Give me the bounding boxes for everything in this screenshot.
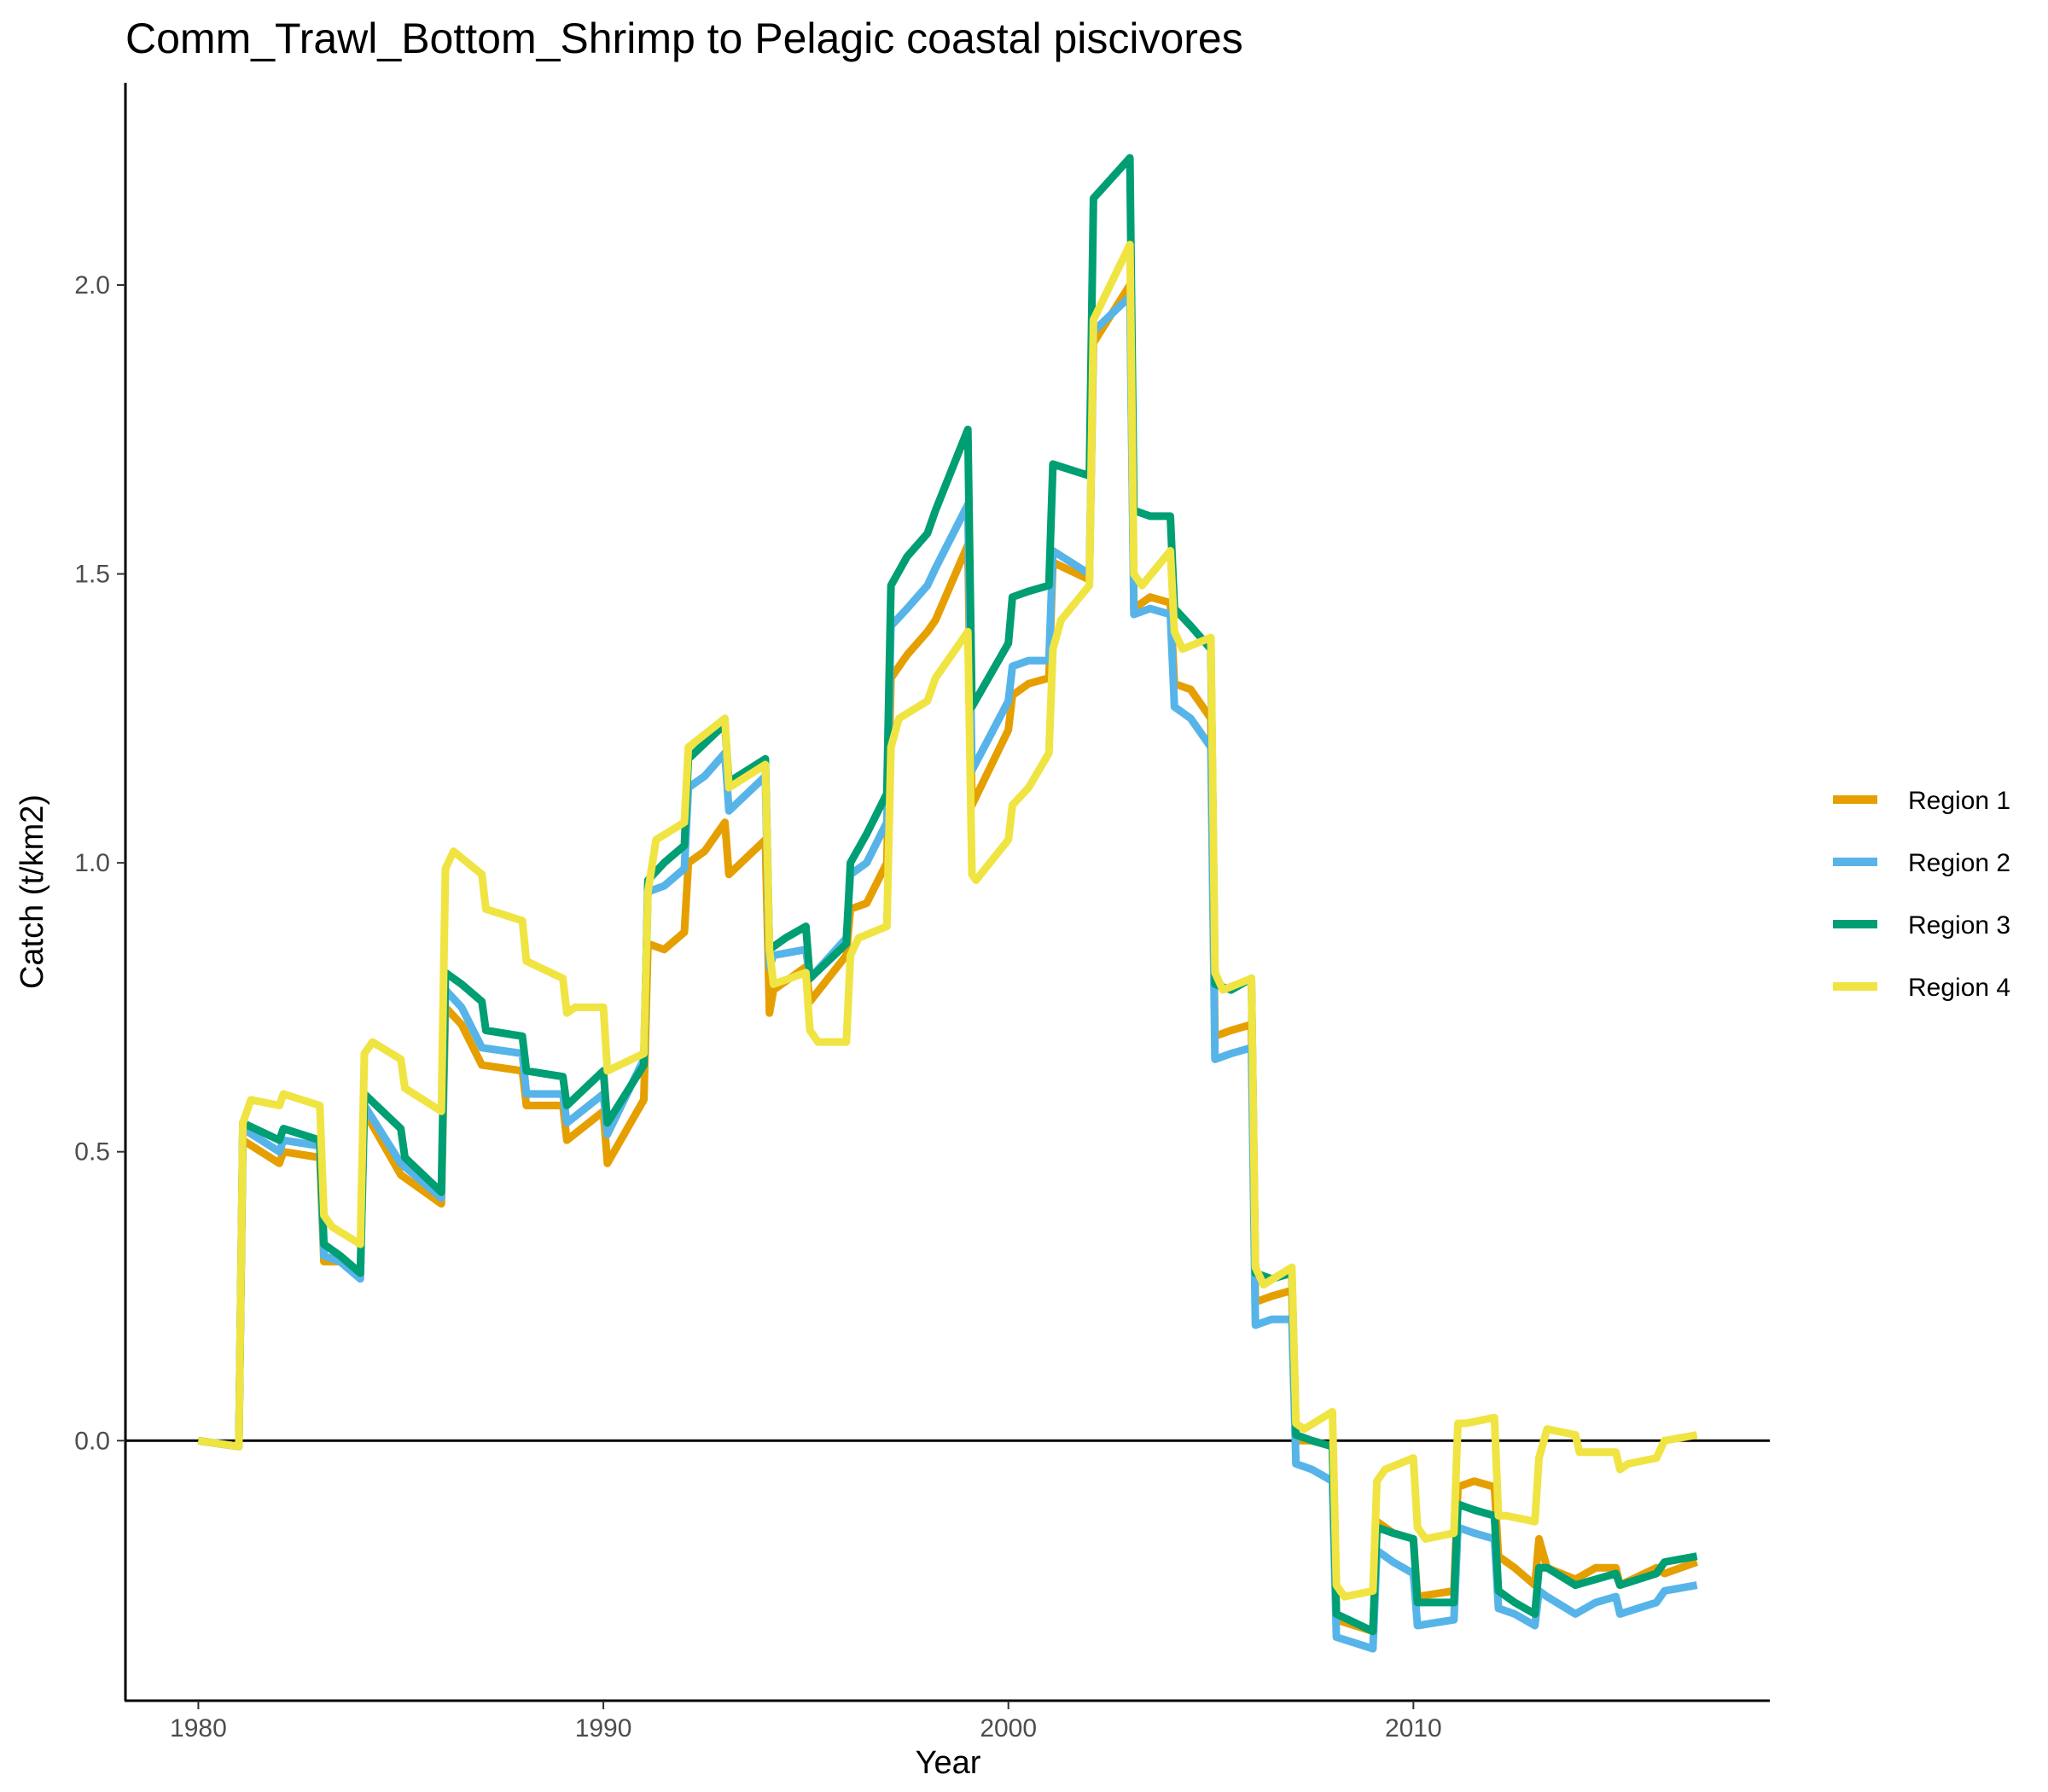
y-tick-label: 0.5 [74, 1138, 110, 1167]
legend-label-region-1: Region 1 [1908, 787, 2010, 815]
x-tick-label: 1990 [575, 1714, 632, 1743]
series-line-region-2 [197, 293, 1698, 1653]
x-tick-label: 1980 [170, 1714, 227, 1743]
y-axis-ticks: 0.0 0.5 1.0 1.5 2.0 [74, 271, 125, 1455]
x-axis-title: Year [916, 1745, 981, 1781]
legend-label-region-2: Region 2 [1908, 849, 2010, 877]
y-tick-label: 2.0 [74, 271, 110, 300]
legend-label-region-4: Region 4 [1908, 974, 2010, 1002]
x-axis-ticks: 1980 1990 2000 2010 [170, 1701, 1442, 1743]
series-line-region-4 [197, 241, 1698, 1601]
legend-label-region-3: Region 3 [1908, 911, 2010, 940]
y-axis-title: Catch (t/km2) [15, 794, 50, 989]
series-line-region-3 [197, 154, 1698, 1636]
chart-title: Comm_Trawl_Bottom_Shrimp to Pelagic coas… [125, 15, 1243, 62]
y-tick-label: 1.5 [74, 561, 110, 589]
x-tick-label: 2010 [1385, 1714, 1442, 1743]
y-tick-label: 1.0 [74, 849, 110, 877]
x-tick-label: 2000 [980, 1714, 1037, 1743]
y-tick-label: 0.0 [74, 1427, 110, 1455]
series-layer [197, 154, 1699, 1653]
legend: Region 1 Region 2 Region 3 Region 4 [1833, 787, 2010, 1002]
plot-area [125, 154, 1770, 1653]
